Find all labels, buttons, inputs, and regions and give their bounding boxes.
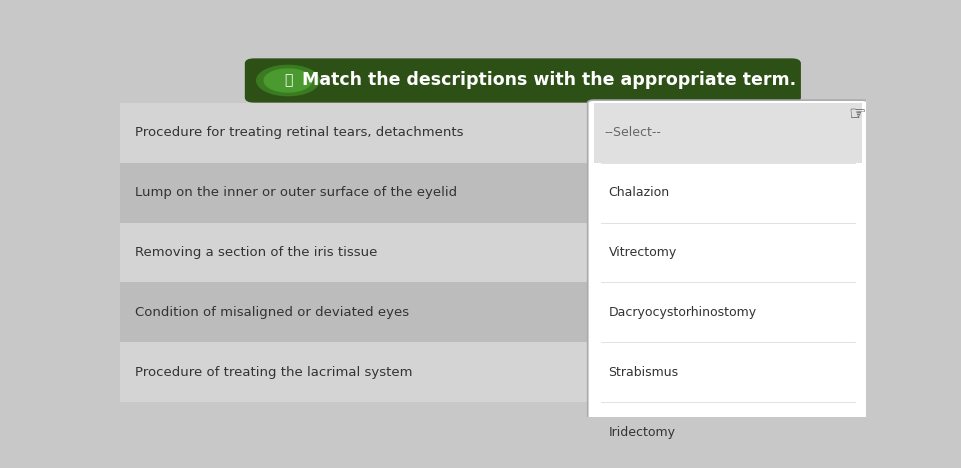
Bar: [593, 103, 861, 163]
Text: ▼: ▼: [845, 368, 851, 377]
FancyBboxPatch shape: [589, 172, 865, 214]
Text: Lump on the inner or outer surface of the eyelid: Lump on the inner or outer surface of th…: [135, 186, 456, 199]
Text: Match the descriptions with the appropriate term.: Match the descriptions with the appropri…: [302, 72, 795, 89]
Bar: [120, 163, 865, 223]
Bar: [120, 283, 865, 342]
Text: Procedure for treating retinal tears, detachments: Procedure for treating retinal tears, de…: [135, 126, 463, 139]
Bar: [120, 103, 865, 163]
Text: --Select--: --Select--: [604, 186, 661, 199]
FancyBboxPatch shape: [589, 351, 865, 393]
FancyBboxPatch shape: [589, 232, 865, 273]
Text: ▼: ▼: [845, 248, 851, 257]
Text: ▼: ▼: [845, 308, 851, 317]
Circle shape: [264, 69, 311, 92]
Text: Dacryocystorhinostomy: Dacryocystorhinostomy: [608, 306, 756, 319]
Text: ▼: ▼: [845, 188, 851, 197]
Bar: [120, 342, 865, 402]
Text: ↶: ↶: [813, 363, 827, 381]
FancyBboxPatch shape: [587, 100, 867, 465]
FancyBboxPatch shape: [589, 292, 865, 333]
Text: ☞: ☞: [848, 105, 865, 124]
Bar: [120, 223, 865, 283]
Text: Procedure of treating the lacrimal system: Procedure of treating the lacrimal syste…: [135, 366, 412, 379]
FancyBboxPatch shape: [245, 59, 800, 102]
Text: Strabismus: Strabismus: [608, 366, 678, 379]
Text: Condition of misaligned or deviated eyes: Condition of misaligned or deviated eyes: [135, 306, 408, 319]
Text: Chalazion: Chalazion: [608, 186, 669, 199]
Text: ✋: ✋: [283, 73, 292, 88]
Text: --Select--: --Select--: [604, 126, 661, 139]
Text: --Select--: --Select--: [604, 306, 661, 319]
Text: --Select--: --Select--: [604, 366, 661, 379]
Circle shape: [257, 66, 319, 95]
Text: Vitrectomy: Vitrectomy: [608, 246, 677, 259]
Text: Removing a section of the iris tissue: Removing a section of the iris tissue: [135, 246, 377, 259]
Text: --Select--: --Select--: [604, 246, 661, 259]
Text: Iridectomy: Iridectomy: [608, 425, 675, 439]
